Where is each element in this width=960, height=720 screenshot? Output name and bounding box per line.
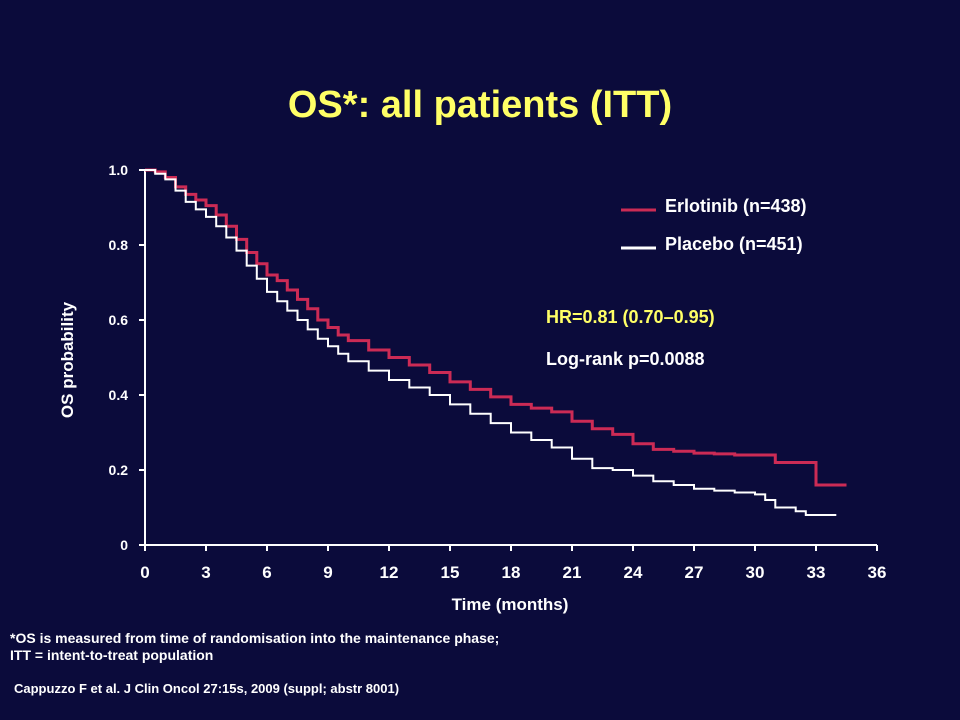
y-axis-title: OS probability (58, 301, 77, 418)
y-tick-label: 0 (120, 537, 128, 553)
x-tick-label: 21 (563, 563, 582, 582)
x-tick-label: 15 (441, 563, 460, 582)
x-tick-label: 30 (746, 563, 765, 582)
legend-label: Erlotinib (n=438) (665, 196, 807, 216)
x-tick-label: 24 (624, 563, 643, 582)
x-tick-label: 12 (380, 563, 399, 582)
footnote-line-1: *OS is measured from time of randomisati… (10, 630, 500, 646)
series-line-placebo (145, 169, 837, 516)
x-axis-title: Time (months) (452, 595, 569, 614)
logrank-p-annotation: Log-rank p=0.0088 (546, 349, 705, 369)
footnote: *OS is measured from time of randomisati… (10, 630, 770, 664)
x-tick-label: 27 (685, 563, 704, 582)
footnote-line-2: ITT = intent-to-treat population (10, 647, 214, 663)
chart-curves (145, 168, 847, 516)
y-tick-label: 0.6 (109, 312, 129, 328)
citation: Cappuzzo F et al. J Clin Oncol 27:15s, 2… (14, 681, 400, 696)
slide-title: OS*: all patients (ITT) (287, 84, 673, 126)
y-tick-label: 1.0 (109, 162, 129, 178)
x-tick-label: 33 (807, 563, 826, 582)
x-tick-label: 9 (323, 563, 332, 582)
chart-axes: 00.20.40.60.81.00 3 6 9 12 15 18 21 24 27 30 33 36Ti… (58, 162, 886, 614)
x-tick-label: 36 (868, 563, 887, 582)
hazard-ratio-annotation: HR=0.81 (0.70–0.95) (546, 307, 715, 327)
chart-annotations: HR=0.81 (0.70–0.95) Log-rank p=0.0088 (546, 307, 715, 369)
series-line-erlotinib (145, 168, 847, 487)
y-tick-label: 0.2 (109, 462, 129, 478)
chart-legend: Erlotinib (n=438) Placebo (n=451) (621, 196, 807, 254)
x-tick-label: 6 (262, 563, 271, 582)
legend-label: Placebo (n=451) (665, 234, 803, 254)
x-tick-label: 0 (140, 563, 149, 582)
y-tick-label: 0.8 (109, 237, 129, 253)
x-tick-label: 18 (502, 563, 521, 582)
y-tick-label: 0.4 (109, 387, 129, 403)
x-tick-label: 3 (201, 563, 210, 582)
